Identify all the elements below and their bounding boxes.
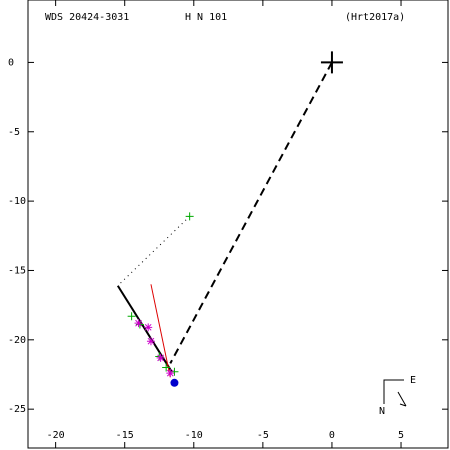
x-tick-label: 5 [398, 430, 404, 441]
header-ref: (Hrt2017a) [345, 12, 405, 23]
point [127, 312, 136, 321]
point [166, 369, 175, 378]
y-tick-label: -10 [8, 196, 26, 207]
y-tick-label: 0 [8, 57, 14, 68]
compass-e: E [410, 375, 416, 386]
x-tick-label: -10 [185, 430, 203, 441]
line [169, 61, 333, 364]
plot-frame [27, 0, 449, 449]
point [170, 378, 179, 387]
y-tick-label: -5 [8, 127, 20, 138]
point [146, 337, 155, 346]
x-tick-label: -20 [47, 430, 65, 441]
point [144, 323, 153, 332]
x-tick-label: -15 [116, 430, 134, 441]
point [162, 363, 171, 372]
line [116, 285, 173, 373]
x-tick-label: -5 [257, 430, 269, 441]
x-tick-label: 0 [329, 430, 335, 441]
point [134, 319, 143, 328]
y-tick-label: -20 [8, 335, 26, 346]
y-tick-label: -25 [8, 404, 26, 415]
line [117, 216, 190, 287]
header-id: WDS 20424-3031 [45, 12, 129, 23]
header-name: H N 101 [185, 12, 227, 23]
point [320, 51, 343, 74]
compass [383, 379, 407, 407]
line [150, 284, 171, 378]
point [185, 212, 194, 221]
y-tick-label: -15 [8, 265, 26, 276]
point [156, 353, 165, 362]
compass-n: N [379, 406, 385, 417]
